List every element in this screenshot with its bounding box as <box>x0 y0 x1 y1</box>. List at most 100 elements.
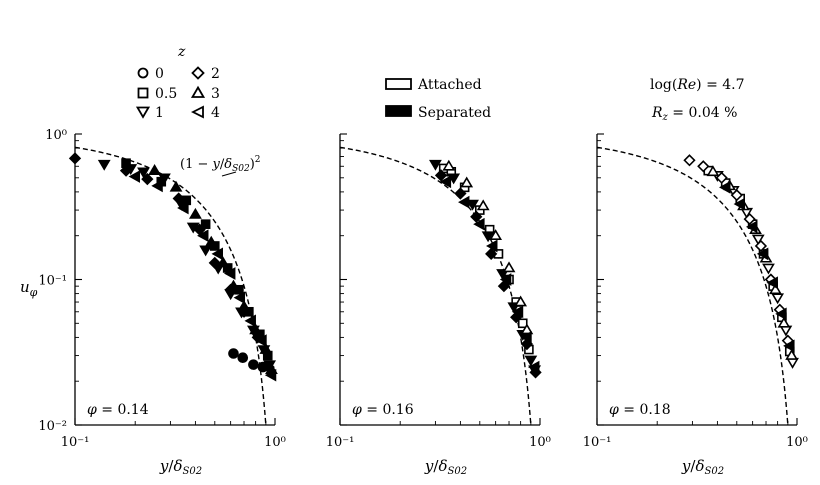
legend-marker-diamond <box>191 66 205 80</box>
data-point-diamond <box>119 164 133 177</box>
y-axis-label: uφ <box>20 278 38 299</box>
separated-swatch <box>385 105 412 117</box>
data-point-diamond <box>485 247 498 261</box>
data-point-triangle-up <box>502 261 516 273</box>
data-point-triangle-down <box>429 159 442 171</box>
z-legend-entry-4: 3 <box>211 86 220 102</box>
data-point-diamond <box>497 280 511 293</box>
data-point-triangle-up <box>476 199 490 211</box>
data-point-triangle-up <box>514 295 528 307</box>
data-point-triangle-up <box>442 159 456 171</box>
data-point-diamond <box>754 239 768 253</box>
data-point-triangle-left <box>264 368 277 382</box>
data-point-triangle-up <box>169 180 183 192</box>
phi-label: φ = 0.14 <box>87 402 149 418</box>
data-point-square <box>200 219 211 229</box>
separated-label: Separated <box>418 105 491 121</box>
data-point-triangle-up <box>216 256 230 268</box>
data-point-triangle-left <box>177 201 189 215</box>
data-point-triangle-down <box>137 167 150 179</box>
data-point-triangle-up <box>227 279 240 291</box>
x-axis-label: y/δS02 <box>159 457 202 477</box>
reference-curve <box>74 146 267 426</box>
state-legend: Attached Separated <box>385 77 491 121</box>
data-point-triangle-down <box>779 325 793 337</box>
data-point-circle <box>228 348 239 359</box>
data-point-triangle-left <box>458 195 470 209</box>
data-point-triangle-left <box>244 314 256 328</box>
data-point-triangle-left <box>128 170 141 183</box>
legend-marker-circle <box>137 67 149 79</box>
legend-marker-square <box>137 87 149 99</box>
data-point-triangle-down <box>786 357 799 369</box>
z-legend-title: z <box>177 44 186 60</box>
data-point-triangle-left <box>486 239 498 253</box>
reference-curve-label: (1 − y/δS02)2 <box>180 155 261 174</box>
z-legend-entry-5: 4 <box>211 105 220 121</box>
data-point-triangle-left <box>756 247 769 261</box>
data-point-triangle-up <box>259 342 273 354</box>
data-point-square <box>517 318 528 329</box>
data-point-triangle-up <box>489 229 503 241</box>
data-point-triangle-left <box>766 276 778 290</box>
x-tick-label: 10⁰ <box>786 435 808 450</box>
y-tick-label: 10⁰ <box>45 128 67 143</box>
data-point-triangle-down <box>447 173 461 185</box>
data-point-triangle-left <box>745 220 758 234</box>
x-tick-label: 10⁻¹ <box>326 435 355 450</box>
legend-marker-triangle-left <box>190 105 204 119</box>
x-tick-label: 10⁰ <box>264 435 286 450</box>
data-point-triangle-up <box>148 164 161 175</box>
data-point-triangle-up <box>706 165 720 177</box>
data-point-triangle-left <box>520 331 532 344</box>
reference-curve-pointer <box>221 171 237 177</box>
attached-swatch <box>385 78 412 90</box>
data-point-triangle-left <box>197 229 209 243</box>
data-point-triangle-down <box>751 234 765 246</box>
data-point-triangle-down <box>97 159 111 171</box>
x-tick-label: 10⁰ <box>529 435 551 450</box>
data-point-diamond <box>730 189 743 202</box>
data-point-diamond <box>434 169 448 182</box>
data-point-triangle-up <box>189 207 202 219</box>
legend-marker-triangle-down <box>135 106 151 119</box>
y-tick-label: 10⁻¹ <box>38 274 67 289</box>
panel-2: 10⁻¹ 10⁰ y/δS02 φ = 0.16 <box>326 133 551 477</box>
rz-label: Rz = 0.04 % <box>651 105 737 123</box>
x-tick-label: 10⁻¹ <box>61 435 90 450</box>
data-point-triangle-left <box>775 307 787 321</box>
data-point-triangle-left <box>473 217 485 231</box>
data-point-triangle-left <box>211 247 224 261</box>
x-axis-label: y/δS02 <box>681 457 724 477</box>
reference-curve <box>596 146 789 426</box>
data-point-diamond <box>68 152 82 165</box>
data-point-triangle-left <box>733 197 746 211</box>
data-point-diamond <box>715 171 728 184</box>
z-legend-entry-3: 2 <box>211 66 220 82</box>
data-point-diamond <box>208 256 221 270</box>
z-legend-entry-2: 1 <box>155 105 164 121</box>
data-point-diamond <box>697 160 710 173</box>
phi-label: φ = 0.16 <box>352 402 414 418</box>
y-tick-label: 10⁻² <box>38 419 67 434</box>
x-tick-label: 10⁻¹ <box>583 435 612 450</box>
attached-label: Attached <box>417 77 482 93</box>
data-point-triangle-left <box>719 180 731 194</box>
data-point-triangle-up <box>249 323 263 335</box>
data-point-diamond <box>470 210 483 223</box>
data-point-diamond <box>141 172 154 186</box>
data-point-triangle-down <box>158 173 171 185</box>
data-point-triangle-down <box>466 199 479 211</box>
data-point-triangle-left <box>439 175 452 189</box>
data-point-diamond <box>683 154 696 167</box>
data-point-circle <box>248 359 259 370</box>
data-point-triangle-down <box>524 355 538 367</box>
data-point-triangle-down <box>481 231 495 243</box>
data-point-triangle-up <box>204 235 218 247</box>
data-point-triangle-up <box>237 300 251 312</box>
z-legend-entry-0: 0 <box>155 66 164 82</box>
legend-marker-triangle-up <box>190 85 206 98</box>
